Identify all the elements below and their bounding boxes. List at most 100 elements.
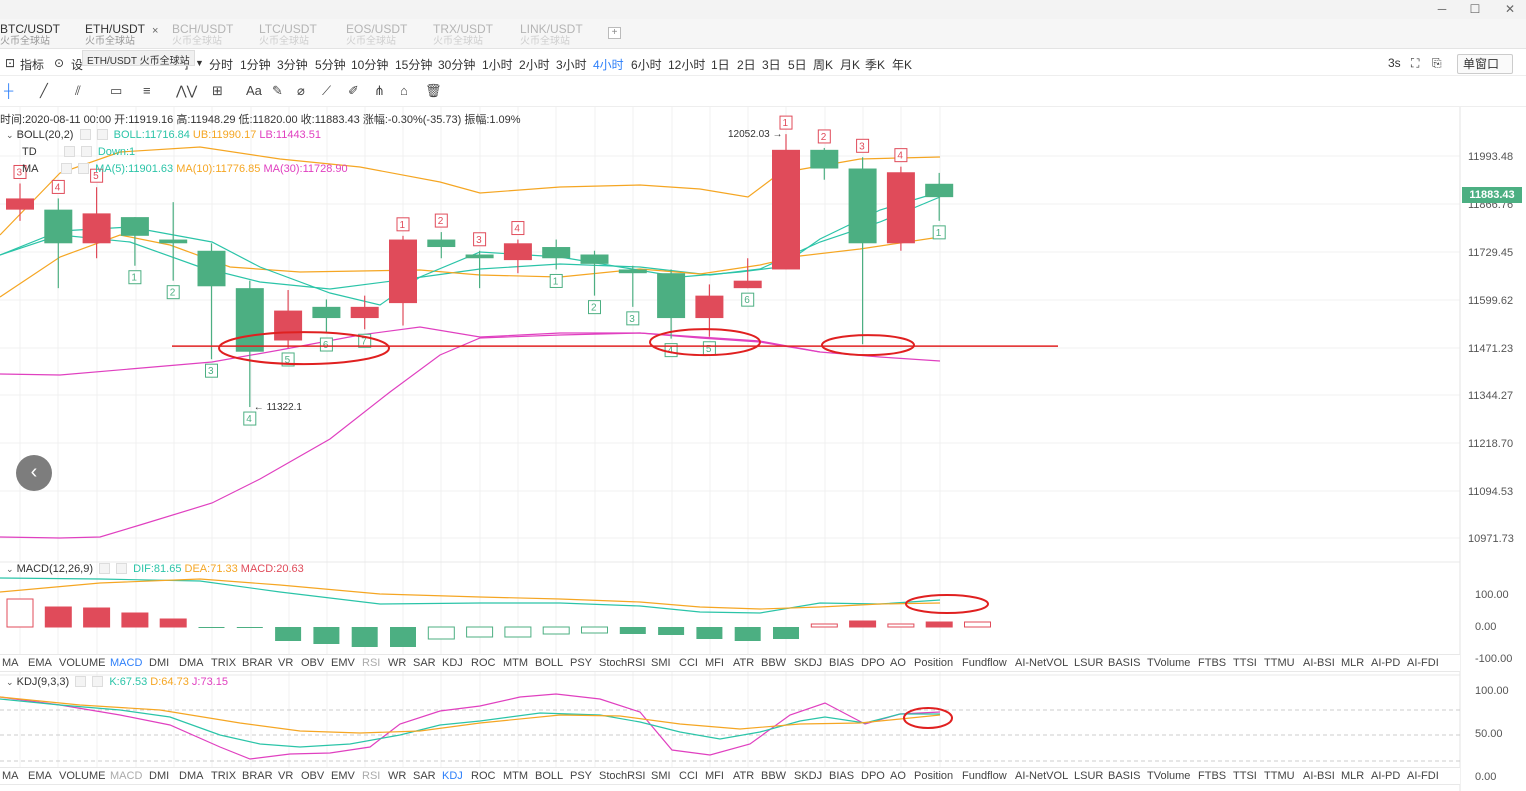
close-icon[interactable] — [96, 129, 108, 140]
indicator-tab-cci[interactable]: CCI — [679, 657, 698, 669]
indicator-tab-macd[interactable]: MACD — [110, 657, 143, 669]
indicator-tab-mfi[interactable]: MFI — [705, 770, 724, 782]
indicator-tab-tvolume[interactable]: TVolume — [1147, 657, 1191, 669]
indicator-tab-atr[interactable]: ATR — [733, 770, 755, 782]
indicator-tab-trix[interactable]: TRIX — [211, 770, 237, 782]
line-icon[interactable]: ╱ — [40, 83, 48, 98]
interval-6[interactable]: 30分钟 — [438, 58, 476, 72]
interval-7[interactable]: 1小时 — [482, 58, 513, 72]
settings-icon[interactable] — [75, 676, 87, 687]
indicator-tab-rsi[interactable]: RSI — [362, 657, 381, 669]
indicator-tab-volume[interactable]: VOLUME — [59, 770, 106, 782]
indicator-tab-sar[interactable]: SAR — [413, 657, 436, 669]
close-icon[interactable] — [116, 563, 128, 574]
indicator-tab-lsur[interactable]: LSUR — [1074, 657, 1104, 669]
settings-icon[interactable] — [61, 163, 73, 174]
interval-11[interactable]: 6小时 — [631, 58, 662, 72]
indicator-tab-roc[interactable]: ROC — [471, 770, 496, 782]
indicator-tab-dmi[interactable]: DMI — [149, 657, 170, 669]
indicator-tab-ma[interactable]: MA — [2, 657, 19, 669]
indicator-tab-ai-bsi[interactable]: AI-BSI — [1303, 770, 1335, 782]
indicator-tab-ao[interactable]: AO — [890, 770, 906, 782]
magnet-icon[interactable]: ⋔ — [374, 83, 385, 98]
indicator-tab-vr[interactable]: VR — [278, 657, 294, 669]
indicator-tab-vr[interactable]: VR — [278, 770, 294, 782]
indicator-tab-mtm[interactable]: MTM — [503, 770, 529, 782]
indicator-tab-bbw[interactable]: BBW — [761, 770, 787, 782]
interval-4[interactable]: 10分钟 — [351, 58, 389, 72]
indicator-tab-ma[interactable]: MA — [2, 770, 19, 782]
interval-5[interactable]: 15分钟 — [395, 58, 433, 72]
indicator-tab-ai-fdi[interactable]: AI-FDI — [1407, 770, 1439, 782]
settings-icon[interactable]: ⊙ — [54, 56, 65, 70]
tab-link-usdt[interactable]: LINK/USDT 火币全球站 — [520, 19, 583, 49]
tab-trx-usdt[interactable]: TRX/USDT 火币全球站 — [433, 19, 493, 49]
indicator-tab-fundflow[interactable]: Fundflow — [962, 657, 1007, 669]
tab-eos-usdt[interactable]: EOS/USDT 火币全球站 — [346, 19, 407, 49]
indicator-tab-lsur[interactable]: LSUR — [1074, 770, 1104, 782]
indicator-tab-brar[interactable]: BRAR — [242, 657, 273, 669]
indicator-tab-position[interactable]: Position — [914, 770, 954, 782]
tab-eth-usdt[interactable]: ETH/USDT 火币全球站 — [85, 19, 145, 49]
interval-1[interactable]: 1分钟 — [240, 58, 271, 72]
indicator-icon[interactable]: ⊡ — [5, 56, 16, 70]
tab-ltc-usdt[interactable]: LTC/USDT 火币全球站 — [259, 19, 317, 49]
settings-icon[interactable] — [63, 146, 75, 157]
indicator-tab-ttsi[interactable]: TTSI — [1233, 657, 1257, 669]
indicator-tab-basis[interactable]: BASIS — [1108, 770, 1141, 782]
interval-15[interactable]: 3日 — [762, 58, 781, 72]
maximize-icon[interactable]: ☐ — [1469, 2, 1481, 16]
close-icon[interactable]: ✕ — [1504, 2, 1516, 16]
indicator-tab-ftbs[interactable]: FTBS — [1198, 657, 1227, 669]
interval-19[interactable]: 季K — [865, 58, 886, 72]
tab-btc-usdt[interactable]: BTC/USDT 火币全球站 — [0, 19, 60, 49]
indicator-tab-mlr[interactable]: MLR — [1341, 657, 1365, 669]
indicator-tab-ftbs[interactable]: FTBS — [1198, 770, 1227, 782]
channel-icon[interactable]: ≡ — [143, 83, 151, 98]
text-icon[interactable]: Aa — [246, 83, 262, 98]
indicator-tab-bbw[interactable]: BBW — [761, 657, 787, 669]
interval-16[interactable]: 5日 — [788, 58, 807, 72]
interval-17[interactable]: 周K — [813, 58, 834, 72]
indicator-tab-position[interactable]: Position — [914, 657, 954, 669]
indicator-tab-atr[interactable]: ATR — [733, 657, 755, 669]
indicator-tab-stochrsi[interactable]: StochRSI — [599, 657, 646, 669]
wave-icon[interactable]: ⋀⋁ — [176, 83, 198, 98]
indicator-tab-volume[interactable]: VOLUME — [59, 657, 106, 669]
brush-icon[interactable]: ✎ — [272, 83, 283, 98]
minimize-icon[interactable]: ─ — [1437, 2, 1447, 16]
interval-9[interactable]: 3小时 — [556, 58, 587, 72]
indicator-tab-boll[interactable]: BOLL — [535, 770, 564, 782]
screenshot-icon[interactable]: ⎘ — [1432, 56, 1442, 70]
indicator-tab-wr[interactable]: WR — [388, 657, 407, 669]
chevron-down-icon[interactable]: ⌄ — [6, 130, 14, 140]
measure-icon[interactable]: ✐ — [348, 83, 359, 98]
indicator-tab-ema[interactable]: EMA — [28, 770, 52, 782]
interval-2[interactable]: 3分钟 — [277, 58, 308, 72]
indicator-tab-ao[interactable]: AO — [890, 657, 906, 669]
indicator-tab-ai-fdi[interactable]: AI-FDI — [1407, 657, 1439, 669]
indicator-tab-bias[interactable]: BIAS — [829, 770, 855, 782]
interval-13[interactable]: 1日 — [711, 58, 730, 72]
indicator-tab-ai-pd[interactable]: AI-PD — [1371, 770, 1401, 782]
add-tab-button[interactable]: + — [608, 27, 621, 39]
fullscreen-icon[interactable]: ⛶ — [1411, 56, 1420, 70]
fib-icon[interactable]: ⫽ — [75, 83, 81, 98]
indicator-tab-dpo[interactable]: DPO — [861, 657, 885, 669]
settings-button[interactable]: 设 — [71, 58, 84, 72]
indicator-tab-sar[interactable]: SAR — [413, 770, 436, 782]
settings-icon[interactable] — [79, 129, 91, 140]
indicator-tab-macd[interactable]: MACD — [110, 770, 143, 782]
tab-bch-usdt[interactable]: BCH/USDT 火币全球站 — [172, 19, 233, 49]
indicator-tab-stochrsi[interactable]: StochRSI — [599, 770, 646, 782]
indicator-tab-ttmu[interactable]: TTMU — [1264, 657, 1295, 669]
interval-8[interactable]: 2小时 — [519, 58, 550, 72]
back-arrow-icon[interactable]: ‹ — [16, 455, 52, 491]
tab-close-icon[interactable]: × — [152, 25, 159, 37]
indicator-tab-ai-netvol[interactable]: AI-NetVOL — [1015, 770, 1069, 782]
indicator-tab-emv[interactable]: EMV — [331, 770, 355, 782]
chevron-down-icon[interactable]: ⌄ — [6, 564, 14, 574]
trash-icon[interactable]: 🗑 — [425, 83, 442, 98]
indicator-tab-skdj[interactable]: SKDJ — [794, 770, 823, 782]
indicator-tab-boll[interactable]: BOLL — [535, 657, 564, 669]
